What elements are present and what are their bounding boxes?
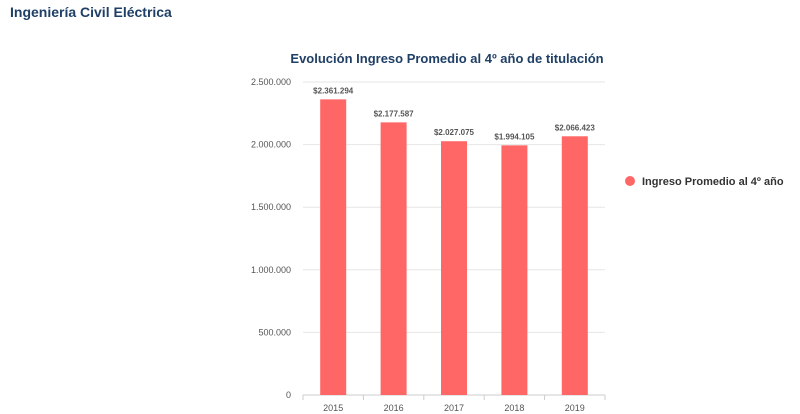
bar-2015[interactable] [320, 99, 347, 395]
bars [320, 99, 588, 396]
legend-label[interactable]: Ingreso Promedio al 4º año [642, 176, 784, 188]
bar-2017[interactable] [441, 141, 467, 395]
data-label-2017: $2.027.075 [434, 128, 475, 137]
data-labels: $2.361.294 $2.177.587 $2.027.075 $1.994.105… [313, 86, 595, 141]
bar-2019[interactable] [561, 136, 588, 395]
legend[interactable]: Ingreso Promedio al 4º año [625, 176, 784, 188]
data-label-2018: $1.994.105 [494, 132, 535, 141]
x-tick-label-2015: 2015 [323, 403, 343, 413]
x-axis: 2015 2016 2017 2018 2019 [302, 394, 606, 413]
y-tick-label: 0 [286, 390, 291, 400]
x-tick-label-2017: 2017 [444, 403, 464, 413]
y-tick-label: 2.000.000 [251, 140, 291, 150]
data-label-2016: $2.177.587 [374, 109, 415, 118]
y-tick-label: 1.500.000 [251, 202, 291, 212]
y-tick-label: 500.000 [258, 327, 291, 337]
x-tick-label-2018: 2018 [504, 403, 524, 413]
y-tick-label: 2.500.000 [251, 77, 291, 87]
data-label-2019: $2.066.423 [555, 123, 596, 132]
legend-marker[interactable] [625, 176, 635, 186]
x-tick-label-2019: 2019 [565, 403, 585, 413]
data-label-2015: $2.361.294 [313, 86, 354, 95]
bar-2016[interactable] [380, 122, 407, 396]
y-tick-label: 1.000.000 [251, 265, 291, 275]
chart-title: Evolución Ingreso Promedio al 4º año de … [290, 51, 603, 66]
page-heading: Ingeniería Civil Eléctrica [10, 4, 172, 20]
x-tick-label-2016: 2016 [384, 403, 404, 413]
y-axis: 0 500.000 1.000.000 1.500.000 2.000.000 2.500… [251, 77, 291, 400]
bar-2018[interactable] [501, 145, 528, 395]
